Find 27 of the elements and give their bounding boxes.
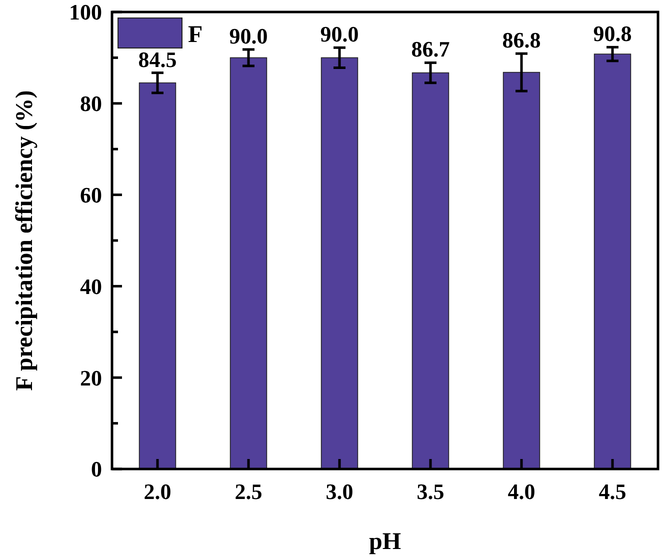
legend-label: F xyxy=(188,22,203,48)
x-tick-label: 2.0 xyxy=(144,479,172,504)
data-label: 90.0 xyxy=(320,22,359,47)
bar xyxy=(412,72,450,470)
x-tick-label: 3.5 xyxy=(416,479,444,504)
y-axis-title: F precipitation efficiency (%) xyxy=(12,90,38,391)
data-label: 90.8 xyxy=(593,21,632,46)
x-tick-label: 4.5 xyxy=(598,479,626,504)
bar xyxy=(502,72,540,470)
bar xyxy=(320,57,358,470)
data-label: 86.8 xyxy=(502,28,541,53)
y-tick-label: 100 xyxy=(69,0,102,25)
y-tick-label: 0 xyxy=(91,456,102,482)
y-tick-label: 20 xyxy=(80,365,102,390)
y-tick-label: 80 xyxy=(80,91,102,116)
x-tick-label: 3.0 xyxy=(326,479,354,504)
x-tick-label: 4.0 xyxy=(508,479,536,504)
y-tick-label: 60 xyxy=(80,182,102,208)
data-label: 84.5 xyxy=(138,46,177,72)
bar xyxy=(230,57,268,470)
y-tick-label: 40 xyxy=(80,274,102,299)
data-label: 90.0 xyxy=(229,23,268,48)
data-label: 86.7 xyxy=(411,36,450,62)
x-axis-title: pH xyxy=(368,529,402,555)
x-tick-label: 2.5 xyxy=(234,479,262,504)
bar xyxy=(138,82,176,470)
bar xyxy=(594,54,632,470)
